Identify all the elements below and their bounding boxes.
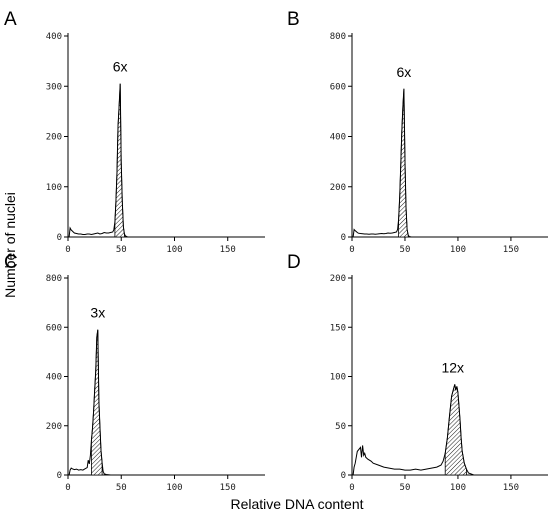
x-tick-label: 100	[450, 483, 466, 493]
y-tick-label: 800	[330, 32, 346, 42]
y-tick-label: 0	[341, 233, 346, 243]
histogram-line	[352, 88, 548, 238]
histogram-line	[352, 384, 548, 476]
x-tick-label: 50	[116, 483, 127, 493]
x-axis-title: Relative DNA content	[230, 496, 363, 512]
y-tick-label: 600	[330, 82, 346, 92]
y-tick-label: 0	[57, 233, 62, 243]
x-tick-label: 100	[166, 483, 182, 493]
x-tick-label: 150	[503, 483, 519, 493]
panel-letter: A	[4, 9, 17, 30]
y-tick-label: 0	[341, 471, 346, 481]
x-tick-label: 50	[400, 245, 411, 255]
y-tick-label: 200	[46, 133, 62, 143]
panel-letter: C	[4, 252, 18, 273]
y-tick-label: 400	[46, 373, 62, 383]
y-tick-label: 400	[330, 133, 346, 143]
x-tick-label: 0	[65, 245, 70, 255]
y-tick-label: 200	[330, 183, 346, 193]
panel-letter: D	[287, 252, 301, 273]
histogram-line	[68, 329, 265, 476]
panel-c: C 0 200 400 600 800 0 50 100 150 3x	[4, 252, 265, 493]
y-tick-label: 200	[330, 274, 346, 284]
y-tick-label: 300	[46, 82, 62, 92]
x-tick-label: 0	[349, 483, 354, 493]
y-tick-label: 400	[46, 32, 62, 42]
x-tick-label: 50	[400, 483, 411, 493]
x-tick-label: 100	[450, 245, 466, 255]
x-tick-label: 0	[349, 245, 354, 255]
panel-b: B 0 200 400 600 800 0 50 100 150 6x	[287, 9, 548, 255]
y-tick-label: 800	[46, 274, 62, 284]
y-tick-label: 600	[46, 323, 62, 333]
y-tick-label: 50	[335, 422, 346, 432]
x-tick-label: 50	[116, 245, 127, 255]
panel-d: D 0 50 100 150 200 0 50 100 150 12x	[287, 252, 548, 493]
y-tick-label: 200	[46, 422, 62, 432]
y-axis-title: Number of nuclei	[2, 192, 18, 298]
panel-letter: B	[287, 9, 300, 30]
peak-label: 6x	[113, 59, 128, 75]
y-tick-label: 100	[330, 373, 346, 383]
x-tick-label: 150	[220, 245, 236, 255]
x-tick-label: 150	[503, 245, 519, 255]
y-tick-label: 0	[57, 471, 62, 481]
histogram-line	[68, 83, 265, 238]
peak-label: 3x	[90, 305, 105, 321]
x-tick-label: 0	[65, 483, 70, 493]
panels-group: A 0 100 200 300 400 0 50 100 150 6x B 0 200 400 600 800 0…	[4, 9, 548, 493]
y-tick-label: 150	[330, 323, 346, 333]
peak-label: 12x	[441, 359, 464, 375]
peak-label: 6x	[397, 64, 412, 80]
y-tick-label: 100	[46, 183, 62, 193]
x-tick-label: 100	[166, 245, 182, 255]
panel-a: A 0 100 200 300 400 0 50 100 150 6x	[4, 9, 265, 255]
x-tick-label: 150	[220, 483, 236, 493]
